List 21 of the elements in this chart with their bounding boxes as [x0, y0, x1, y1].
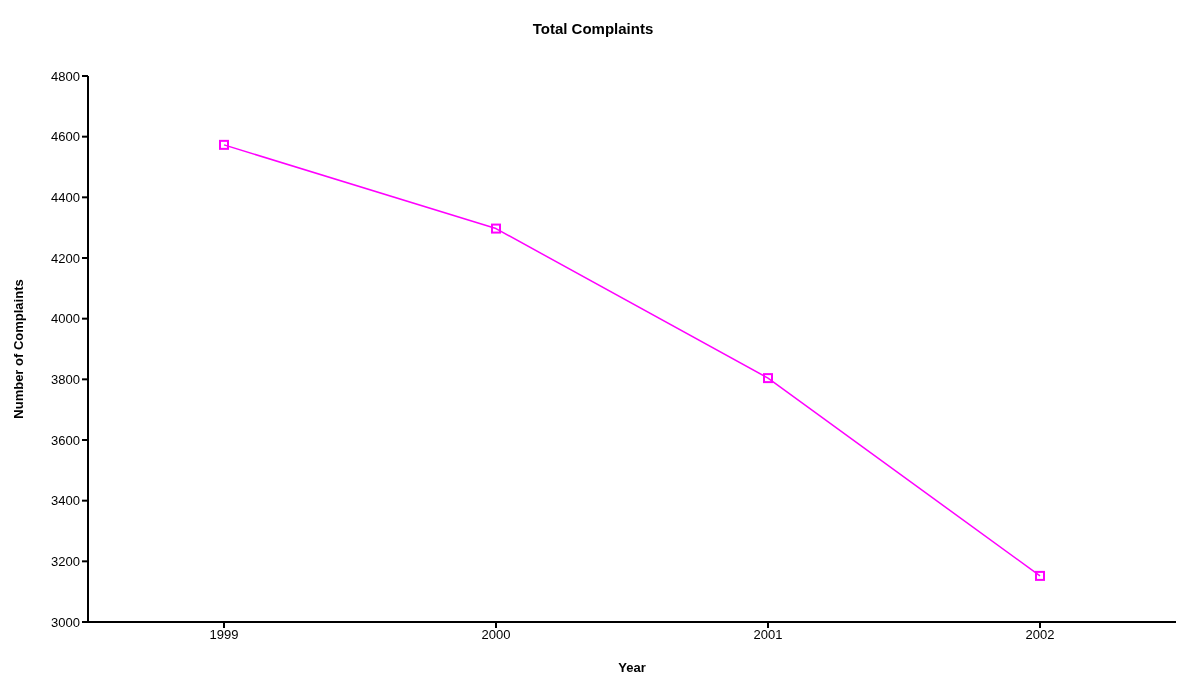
- y-tick-label: 3000: [51, 614, 80, 630]
- chart-title: Total Complaints: [531, 20, 655, 37]
- x-tick-label: 2000: [481, 627, 511, 643]
- y-tick-label: 3800: [51, 371, 80, 387]
- y-tick-label: 4600: [51, 129, 80, 145]
- x-tick-label: 2002: [1025, 627, 1055, 643]
- y-tick-label: 3400: [51, 493, 80, 509]
- point: [1035, 570, 1045, 581]
- point: [763, 373, 773, 384]
- y-axis-title: Number of Complaints: [10, 279, 26, 419]
- y-tick-label: 4000: [51, 311, 80, 327]
- point: [219, 139, 229, 150]
- x-tick-label: 2001: [753, 627, 783, 643]
- y-tick-label: 3600: [51, 432, 80, 448]
- y-tick-label: 4200: [51, 250, 80, 266]
- y-tick-label: 4400: [51, 189, 80, 205]
- point: [491, 223, 501, 234]
- y-tick-label: 3200: [51, 553, 80, 569]
- x-tick-label: 1999: [209, 627, 239, 643]
- x-axis-title: Year: [618, 660, 646, 675]
- y-tick-label: 4800: [51, 68, 80, 84]
